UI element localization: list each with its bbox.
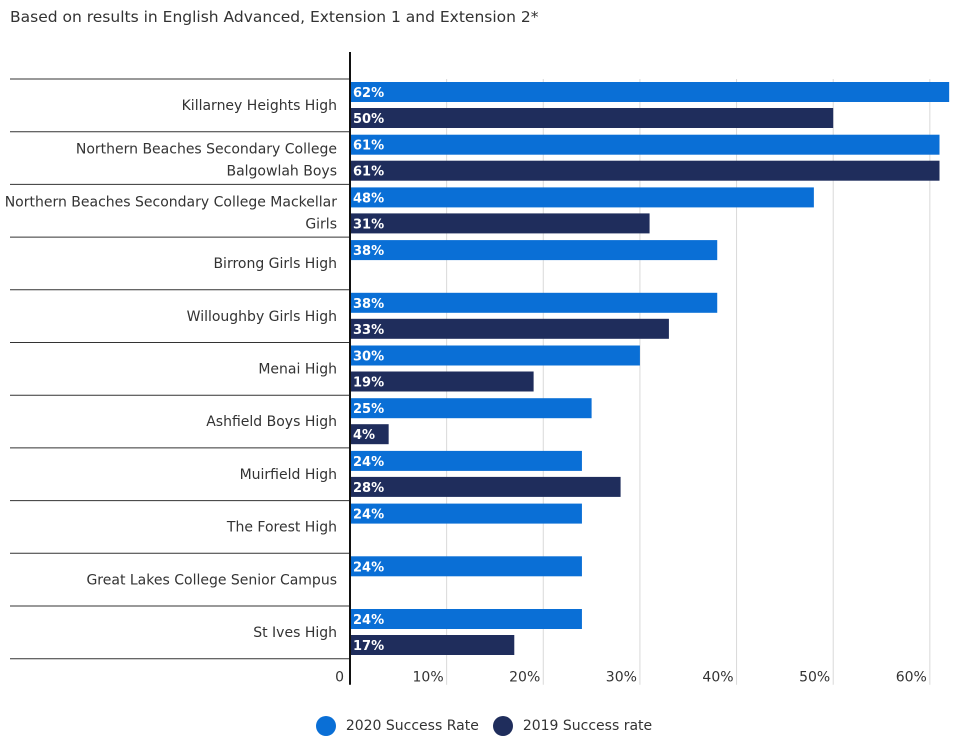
bar-value-label: 38% [353, 297, 384, 312]
bar-value-label: 31% [353, 217, 384, 232]
bar-value-label: 24% [353, 613, 384, 628]
bar-value-label: 24% [353, 508, 384, 523]
x-tick-label: 30% [606, 670, 637, 686]
bar-2020 [350, 134, 940, 155]
category-label: Balgowlah Boys [226, 164, 337, 180]
category-label: Northern Beaches Secondary College [76, 142, 337, 158]
bar-2019 [350, 476, 621, 497]
bar-value-label: 24% [353, 455, 384, 470]
chart-legend: 2020 Success Rate 2019 Success rate [0, 716, 968, 736]
bar-2020 [350, 187, 814, 208]
legend-label-2020: 2020 Success Rate [345, 718, 479, 734]
bar-value-label: 62% [353, 86, 384, 101]
category-label: Muirfield High [240, 467, 337, 483]
x-tick-label: 10% [413, 670, 444, 686]
chart-subtitle: Based on results in English Advanced, Ex… [10, 8, 539, 26]
category-label: Northern Beaches Secondary College Macke… [5, 194, 338, 210]
category-label: Killarney Heights High [182, 98, 337, 114]
bar-2020 [350, 345, 640, 366]
bar-chart: 62% 61% 48% 38% 38% 30% 25% 24% 24% 24% 24% 50% 61% 3… [5, 52, 950, 686]
bar-value-label: 33% [353, 323, 384, 338]
category-label: Menai High [258, 362, 337, 378]
bar-2019 [350, 635, 515, 655]
legend-swatch-2020 [315, 716, 336, 736]
x-tick-label: 60% [896, 670, 927, 686]
bar-value-label: 24% [353, 560, 384, 575]
bar-value-label: 19% [353, 376, 384, 391]
x-tick-label: 20% [509, 670, 540, 686]
legend-item-2019[interactable]: 2019 Success rate [492, 716, 653, 736]
bar-2020 [350, 609, 582, 629]
bar-value-label: 61% [353, 165, 384, 180]
x-tick-label: 40% [702, 670, 733, 686]
bar-2020 [350, 503, 582, 524]
category-label: Willoughby Girls High [187, 309, 337, 325]
bar-value-label: 28% [353, 481, 384, 496]
legend-swatch-2019 [492, 716, 513, 736]
legend-item-2020[interactable]: 2020 Success Rate [315, 716, 479, 736]
bar-value-label: 50% [353, 112, 384, 127]
bar-value-label: 61% [353, 139, 384, 154]
bar-2019 [350, 108, 834, 128]
bar-2020 [350, 82, 950, 102]
bar-2019 [350, 424, 389, 445]
bar-value-label: 38% [353, 244, 384, 259]
category-label: Birrong Girls High [213, 256, 337, 272]
bar-value-label: 25% [353, 402, 384, 417]
legend-label-2019: 2019 Success rate [522, 718, 653, 734]
category-label: Ashfield Boys High [206, 414, 337, 430]
bar-2020 [350, 292, 718, 313]
bar-value-label: 48% [353, 191, 384, 206]
bar-2019 [350, 371, 534, 392]
bar-2020 [350, 556, 582, 577]
x-tick-label: 0 [335, 670, 344, 686]
bar-2019 [350, 160, 940, 181]
category-label: Great Lakes College Senior Campus [86, 572, 337, 588]
category-label: The Forest High [226, 520, 337, 536]
bar-2020 [350, 450, 582, 471]
bar-2020 [350, 398, 592, 419]
bar-2019 [350, 213, 650, 234]
x-tick-label: 50% [799, 670, 830, 686]
bar-2019 [350, 318, 669, 339]
bar-value-label: 17% [353, 639, 384, 654]
bar-value-label: 4% [353, 428, 375, 443]
category-label: St Ives High [253, 625, 337, 641]
bar-2020 [350, 240, 718, 261]
category-label: Girls [305, 216, 337, 232]
bar-value-label: 30% [353, 350, 384, 365]
